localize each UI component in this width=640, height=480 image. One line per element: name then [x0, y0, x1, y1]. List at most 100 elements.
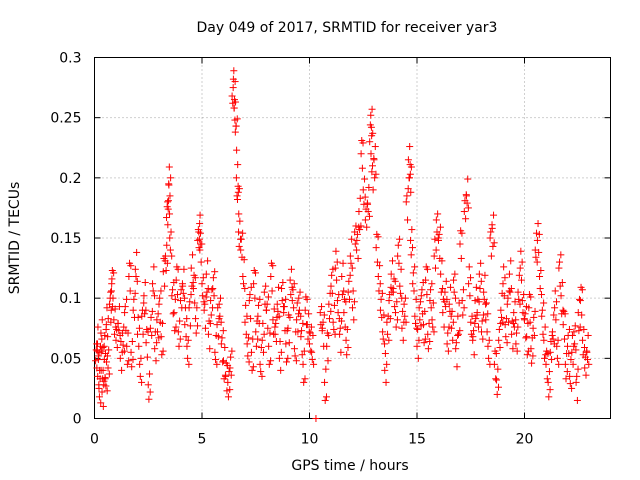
data-point: [211, 348, 219, 356]
data-point: [228, 92, 236, 100]
data-point: [107, 306, 115, 314]
data-point: [487, 228, 495, 236]
data-point: [497, 306, 505, 314]
data-point: [229, 84, 237, 92]
data-point: [389, 288, 397, 296]
data-point: [139, 330, 147, 338]
data-point: [324, 357, 332, 365]
data-point: [494, 365, 502, 373]
data-point: [199, 274, 207, 282]
data-point: [537, 291, 545, 299]
data-point: [193, 322, 201, 330]
data-point: [551, 287, 559, 295]
data-point: [251, 294, 259, 302]
data-point: [195, 235, 203, 243]
data-point: [447, 283, 455, 291]
data-point: [117, 337, 125, 345]
data-point: [121, 303, 129, 311]
data-point: [318, 303, 326, 311]
data-point: [464, 204, 472, 212]
data-point: [546, 348, 554, 356]
data-point: [538, 312, 546, 320]
data-point: [458, 229, 466, 237]
data-point: [166, 192, 174, 200]
data-point: [179, 289, 187, 297]
data-point: [527, 345, 535, 353]
data-point: [213, 321, 221, 329]
data-point: [565, 325, 573, 333]
data-point: [293, 299, 301, 307]
data-point: [391, 303, 399, 311]
data-point: [338, 317, 346, 325]
data-point: [196, 229, 204, 237]
data-point: [474, 323, 482, 331]
data-point: [305, 328, 313, 336]
data-point: [538, 306, 546, 314]
data-point: [572, 346, 580, 354]
data-point: [165, 163, 173, 171]
data-point: [323, 342, 331, 350]
data-point: [439, 285, 447, 293]
data-point: [578, 286, 586, 294]
data-point: [571, 322, 579, 330]
data-point: [171, 327, 179, 335]
data-point: [404, 216, 412, 224]
data-point: [475, 270, 483, 278]
data-point: [121, 309, 129, 317]
data-point: [144, 381, 152, 389]
data-point: [462, 192, 470, 200]
data-point: [319, 318, 327, 326]
data-point: [356, 194, 364, 202]
data-point: [430, 328, 438, 336]
data-point: [452, 345, 460, 353]
data-point: [142, 306, 150, 314]
data-point: [221, 344, 229, 352]
data-point: [545, 393, 553, 401]
data-point: [245, 297, 253, 305]
data-point: [383, 360, 391, 368]
data-point: [320, 311, 328, 319]
data-point: [301, 306, 309, 314]
data-point: [97, 399, 105, 407]
data-point: [516, 300, 524, 308]
data-point: [306, 340, 313, 348]
data-point: [442, 303, 450, 311]
data-point: [126, 287, 134, 295]
data-point: [434, 210, 442, 218]
data-point: [517, 247, 525, 255]
data-point: [338, 273, 346, 281]
data-point: [424, 265, 432, 273]
data-point: [372, 170, 380, 178]
data-point: [163, 241, 171, 249]
data-point: [480, 288, 488, 296]
data-point: [463, 199, 471, 207]
data-point: [401, 312, 409, 320]
data-point: [504, 294, 512, 302]
data-point: [316, 309, 324, 317]
data-point: [495, 325, 503, 333]
data-point: [136, 360, 144, 368]
data-point: [421, 307, 429, 315]
data-point: [414, 325, 422, 333]
data-point: [166, 210, 174, 218]
data-point: [167, 174, 175, 182]
data-point: [227, 353, 235, 361]
data-point: [174, 328, 182, 336]
data-point: [287, 265, 295, 273]
data-point: [407, 251, 415, 259]
data-point: [477, 277, 485, 285]
data-point: [453, 363, 461, 371]
data-point: [499, 280, 507, 288]
data-point: [275, 354, 283, 362]
data-point: [332, 247, 340, 255]
data-point: [407, 188, 415, 196]
data-point: [201, 300, 209, 308]
data-point: [260, 288, 268, 296]
data-point: [227, 371, 235, 379]
data-point: [245, 358, 253, 366]
data-point: [164, 221, 172, 229]
data-point: [164, 197, 172, 205]
data-point: [300, 347, 308, 355]
data-point: [542, 360, 550, 368]
data-point: [555, 360, 563, 368]
